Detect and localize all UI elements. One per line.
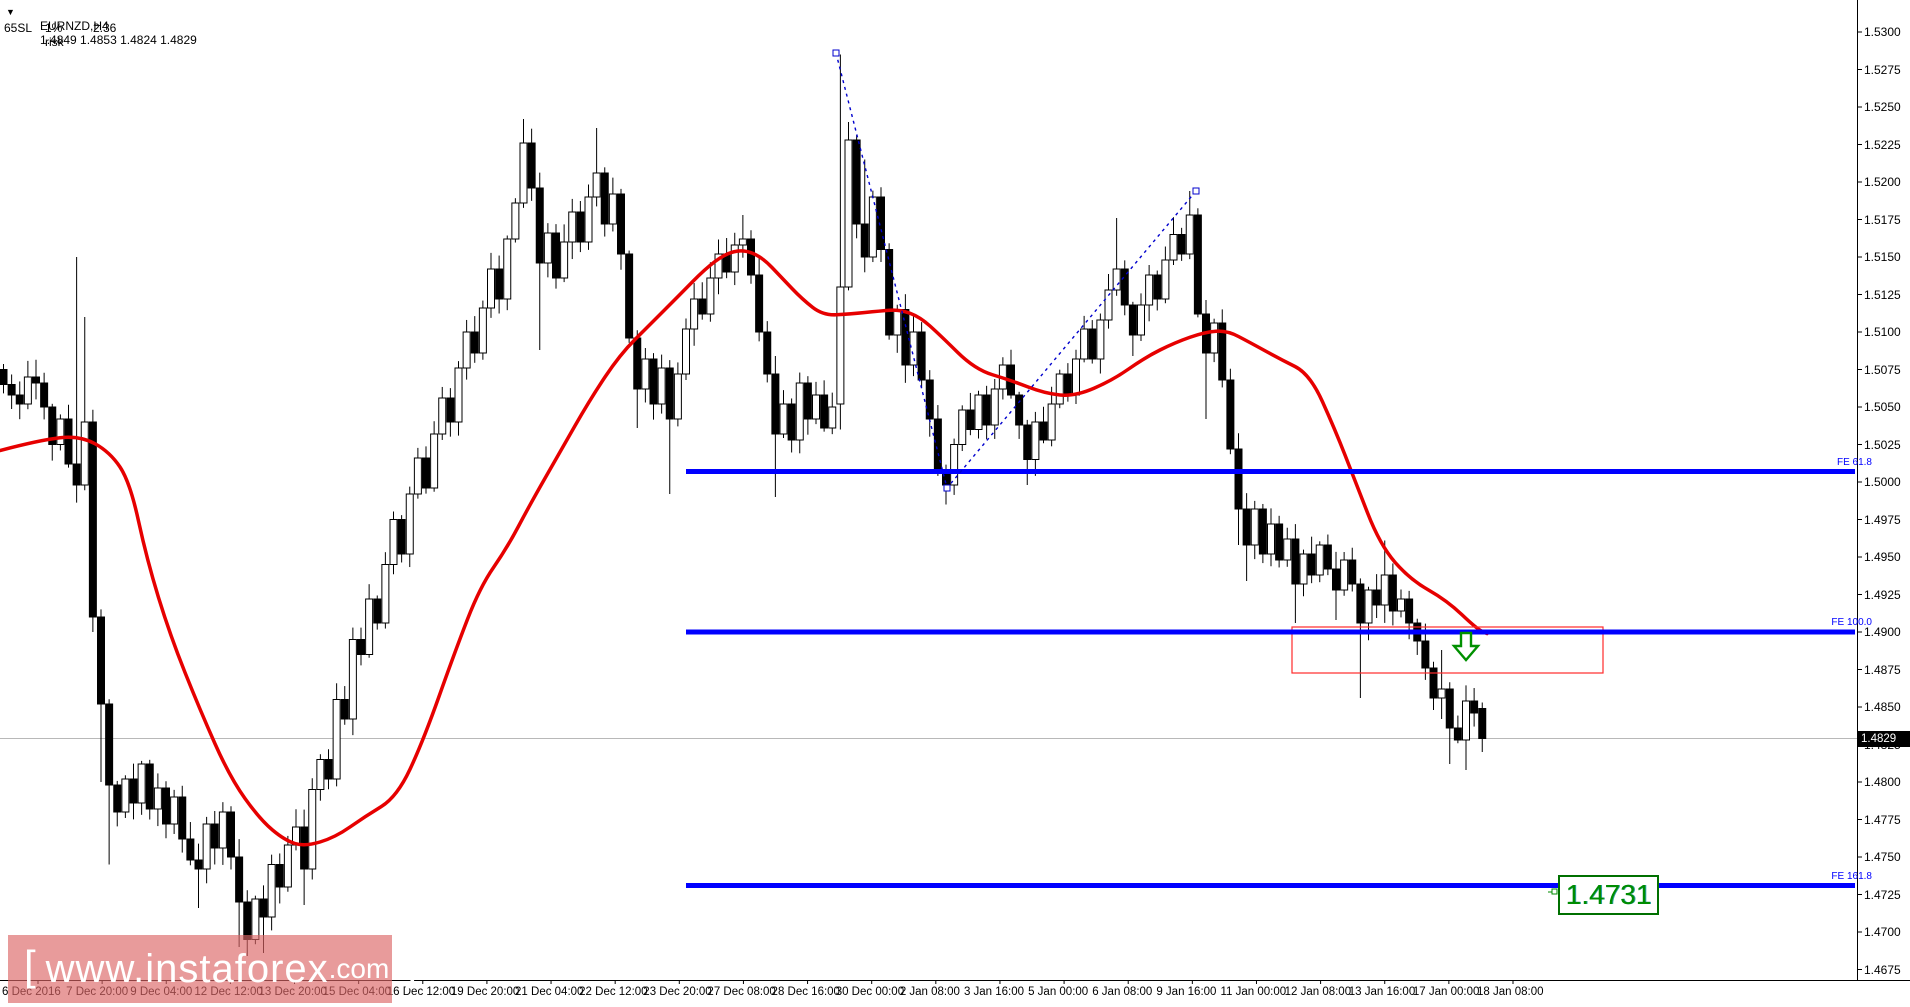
time-axis-label: 12 Jan 08:00 (1284, 986, 1352, 998)
time-axis-label: 9 Jan 16:00 (1156, 986, 1217, 998)
down-arrow-icon[interactable] (1451, 631, 1481, 662)
time-axis-label: 21 Dec 04:00 (515, 986, 584, 998)
price-axis-label: 1.5275 (1864, 62, 1901, 77)
price-axis-label: 1.5175 (1864, 212, 1901, 227)
price-callout-box[interactable]: 1.4731 (1558, 875, 1659, 915)
price-axis-label: 1.4775 (1864, 812, 1901, 827)
indicator-name: 65SL (4, 21, 33, 35)
trendline-anchor-0[interactable] (832, 49, 840, 57)
time-axis-label: 2 Jan 08:00 (899, 986, 960, 998)
time-axis-label: 27 Dec 08:00 (707, 986, 776, 998)
price-axis-label: 1.4975 (1864, 512, 1901, 527)
time-axis-label: 30 Dec 00:00 (835, 986, 905, 998)
time-axis-label: 11 Jan 00:00 (1220, 986, 1287, 998)
symbol-dropdown-icon[interactable]: ▼ (6, 7, 15, 17)
callout-anchor-marker (1551, 888, 1558, 895)
price-axis-label: 1.4850 (1864, 700, 1901, 714)
symbol-title: EURNZD,H4 (40, 19, 109, 33)
watermark-bracket-open: [ (24, 942, 36, 989)
time-axis-label: 23 Dec 20:00 (643, 986, 712, 998)
bid-price-badge: 1.4829 (1858, 730, 1910, 747)
indicator-value: 2.36 (93, 21, 117, 35)
price-axis-label: 1.4900 (1864, 625, 1901, 639)
price-axis-label: 1.5250 (1864, 100, 1901, 114)
price-axis-label: 1.4675 (1864, 962, 1901, 977)
price-axis-label: 1.4925 (1864, 587, 1901, 602)
price-callout-text: 1.4731 (1565, 879, 1652, 910)
price-axis-label: 1.4700 (1864, 925, 1901, 939)
price-axis-label: 1.5100 (1864, 325, 1901, 339)
time-axis-label: 16 Dec 12:00 (386, 986, 456, 998)
trendline-anchor-2[interactable] (1192, 187, 1200, 195)
time-axis-label: 3 Jan 16:00 (963, 986, 1025, 998)
price-axis-label: 1.5050 (1864, 400, 1901, 414)
time-axis-label: 5 Jan 00:00 (1028, 986, 1089, 998)
watermark-tld: .com (328, 953, 390, 984)
price-axis-label: 1.4950 (1864, 550, 1901, 564)
price-axis-label: 1.5200 (1864, 175, 1901, 189)
price-axis-label: 1.5075 (1864, 362, 1901, 377)
fib-line-label: FE 161.8 (1831, 870, 1872, 882)
time-axis-label: 22 Dec 12:00 (579, 986, 648, 998)
price-axis-label: 1.4875 (1864, 662, 1901, 677)
time-axis-label: 28 Dec 16:00 (771, 986, 840, 998)
candles-layer (0, 54, 1487, 956)
price-axis-label: 1.4800 (1864, 775, 1901, 789)
watermark-domain: www.instaforex (45, 946, 329, 991)
price-axis-label: 1.5150 (1864, 250, 1901, 264)
price-axis-label: 1.4750 (1864, 850, 1901, 864)
indicator-risk: 1% risk (45, 21, 64, 49)
watermark-bracket-close: ] (405, 942, 418, 989)
time-axis-label: 17 Jan 00:00 (1412, 986, 1480, 998)
price-axis-label: 1.5025 (1864, 437, 1901, 452)
price-axis-label: 1.5000 (1864, 475, 1901, 489)
instaforex-watermark: [ www.instaforex .com ] (8, 935, 417, 1003)
price-axis-label: 1.5125 (1864, 287, 1901, 302)
price-axis-label: 1.5300 (1864, 25, 1901, 39)
time-axis-label: 13 Jan 16:00 (1348, 986, 1416, 998)
price-axis-label: 1.5225 (1864, 137, 1901, 152)
trendline-anchor-1[interactable] (943, 484, 951, 492)
time-axis-label: 19 Dec 20:00 (450, 986, 520, 998)
ohlc-readout: 1.4849 1.4853 1.4824 1.4829 (40, 33, 197, 47)
time-axis-label: 6 Jan 08:00 (1092, 986, 1153, 998)
red-box-annotation[interactable] (1291, 626, 1604, 674)
moving-average-line[interactable] (0, 249, 1489, 847)
fib-line-label: FE 100.0 (1831, 617, 1872, 628)
fib-line-label: FE 61.8 (1836, 456, 1872, 468)
price-axis-label: 1.4725 (1864, 887, 1901, 902)
time-axis-label: 18 Jan 08:00 (1476, 986, 1544, 998)
